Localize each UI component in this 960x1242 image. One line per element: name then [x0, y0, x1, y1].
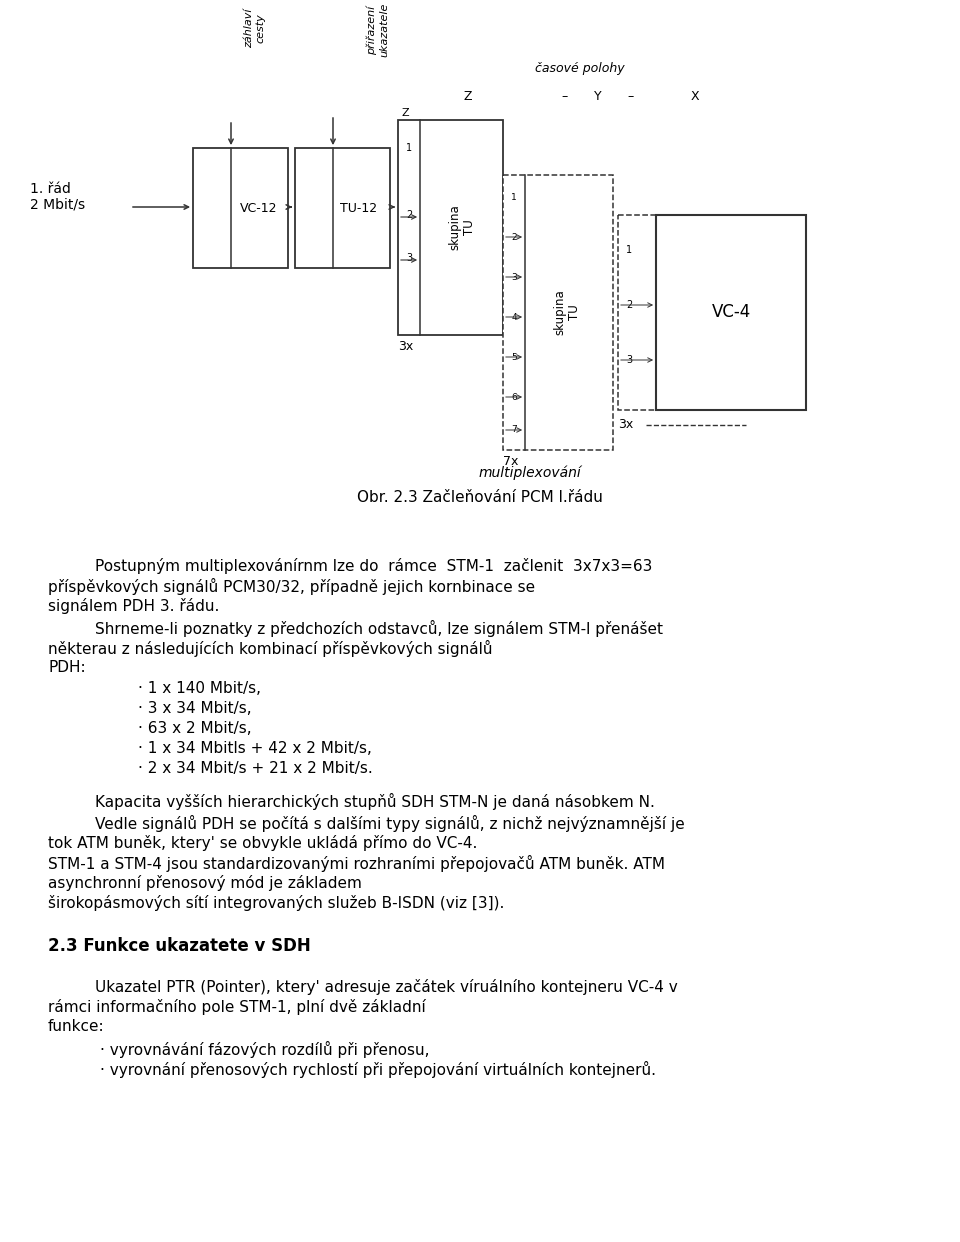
Text: funkce:: funkce:: [48, 1018, 105, 1035]
Text: · vyrovnávání fázových rozdílů při přenosu,: · vyrovnávání fázových rozdílů při přeno…: [100, 1041, 429, 1058]
Bar: [618, 215, 656, 410]
Text: 1: 1: [511, 193, 516, 201]
Text: TU-12: TU-12: [341, 201, 377, 215]
Text: 3: 3: [406, 253, 412, 263]
Text: Kapacita vyšších hierarchických stupňů SDH STM-N je daná násobkem N.: Kapacita vyšších hierarchických stupňů S…: [95, 792, 655, 810]
Text: Z: Z: [464, 89, 472, 103]
Text: Shrneme-li poznatky z předchozích odstavců, lze signálem STM-l přenášet: Shrneme-li poznatky z předchozích odstav…: [95, 620, 663, 637]
Bar: [193, 148, 288, 268]
Text: 2 Mbit/s: 2 Mbit/s: [30, 197, 85, 212]
Text: · 3 x 34 Mbit/s,: · 3 x 34 Mbit/s,: [138, 700, 252, 715]
Text: 3: 3: [626, 355, 632, 365]
Text: 3x: 3x: [618, 419, 634, 431]
Text: Ukazatel PTR (Pointer), ktery' adresuje začátek víruálního kontejneru VC-4 v: Ukazatel PTR (Pointer), ktery' adresuje …: [95, 979, 678, 995]
Bar: [295, 148, 390, 268]
Text: Z: Z: [401, 108, 409, 118]
Text: · 1 x 140 Mbit/s,: · 1 x 140 Mbit/s,: [138, 681, 261, 696]
Text: 6: 6: [511, 392, 516, 401]
Text: 4: 4: [511, 313, 516, 322]
Text: příspěvkových signálů PCM30/32, případně jejich kornbinace se: příspěvkových signálů PCM30/32, případně…: [48, 578, 535, 595]
Text: STM-1 a STM-4 jsou standardizovanými rozhraními přepojovačů ATM buněk. ATM: STM-1 a STM-4 jsou standardizovanými roz…: [48, 854, 665, 872]
Text: 3x: 3x: [398, 340, 413, 353]
Text: skupina
TU: skupina TU: [553, 289, 581, 335]
Text: 2.3 Funkce ukazatete v SDH: 2.3 Funkce ukazatete v SDH: [48, 936, 311, 955]
Text: 2: 2: [511, 232, 516, 241]
Text: 2: 2: [626, 301, 632, 310]
Text: signálem PDH 3. řádu.: signálem PDH 3. řádu.: [48, 597, 220, 614]
Text: VC-4: VC-4: [711, 303, 751, 320]
Text: záhlaví
cesty: záhlaví cesty: [244, 7, 266, 47]
Text: PDH:: PDH:: [48, 660, 85, 674]
Text: 1. řád: 1. řád: [30, 183, 71, 196]
Text: –: –: [628, 89, 635, 103]
Text: Obr. 2.3 Začleňování PCM l.řádu: Obr. 2.3 Začleňování PCM l.řádu: [357, 491, 603, 505]
Text: Vedle signálů PDH se počítá s dalšími typy signálů, z nichž nejvýznamnější je: Vedle signálů PDH se počítá s dalšími ty…: [95, 815, 684, 832]
Text: 7x: 7x: [503, 455, 518, 468]
Text: 2: 2: [406, 210, 412, 220]
Text: 1: 1: [406, 143, 412, 153]
Text: 5: 5: [511, 353, 516, 361]
Text: –: –: [562, 89, 568, 103]
Text: časové polohy: časové polohy: [535, 62, 625, 75]
Text: širokopásmových sítí integrovaných služeb B-ISDN (viz [3]).: širokopásmových sítí integrovaných služe…: [48, 895, 504, 910]
Text: některau z následujících kombinací příspěvkových signálů: některau z následujících kombinací přísp…: [48, 640, 492, 657]
Text: 1: 1: [626, 245, 632, 255]
Bar: [398, 120, 503, 335]
Text: Y: Y: [594, 89, 602, 103]
Text: · vyrovnání přenosových rychlostí při přepojování virtuálních kontejnerů.: · vyrovnání přenosových rychlostí při př…: [100, 1061, 656, 1078]
Text: tok ATM buněk, ktery' se obvykle ukládá přímo do VC-4.: tok ATM buněk, ktery' se obvykle ukládá …: [48, 835, 477, 851]
Text: VC-12: VC-12: [240, 201, 277, 215]
Text: skupina
TU: skupina TU: [448, 204, 476, 250]
Text: · 2 x 34 Mbit/s + 21 x 2 Mbit/s.: · 2 x 34 Mbit/s + 21 x 2 Mbit/s.: [138, 761, 372, 776]
Text: Postupným multiplexovánírnm lze do  rámce  STM-1  začlenit  3x7x3=63: Postupným multiplexovánírnm lze do rámce…: [95, 558, 653, 574]
Text: rámci informačního pole STM-1, plní dvě základní: rámci informačního pole STM-1, plní dvě …: [48, 999, 425, 1015]
Text: X: X: [690, 89, 699, 103]
Text: 7: 7: [511, 426, 516, 435]
Text: multiplexování: multiplexování: [479, 465, 582, 479]
Bar: [656, 215, 806, 410]
Bar: [503, 175, 613, 450]
Text: přiřazení
ukazatele: přiřazení ukazatele: [367, 2, 389, 57]
Text: 3: 3: [511, 272, 516, 282]
Text: · 63 x 2 Mbit/s,: · 63 x 2 Mbit/s,: [138, 722, 252, 737]
Text: · 1 x 34 Mbitls + 42 x 2 Mbit/s,: · 1 x 34 Mbitls + 42 x 2 Mbit/s,: [138, 741, 372, 756]
Text: asynchronní přenosový mód je základem: asynchronní přenosový mód je základem: [48, 876, 362, 891]
